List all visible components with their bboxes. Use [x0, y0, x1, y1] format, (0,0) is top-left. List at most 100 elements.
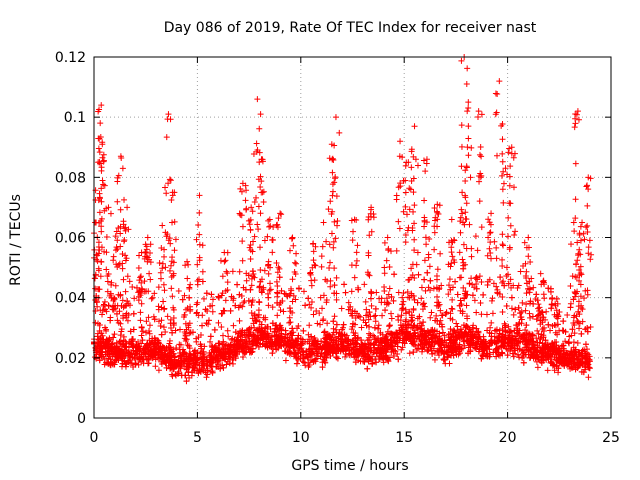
data-point: [141, 288, 148, 295]
data-point: [126, 278, 133, 285]
data-point: [98, 223, 105, 230]
data-point: [222, 356, 229, 363]
data-point: [523, 322, 530, 329]
data-point: [499, 339, 506, 346]
data-point: [250, 268, 257, 275]
data-point: [306, 340, 313, 347]
data-point: [269, 339, 276, 346]
data-point: [104, 278, 111, 285]
data-point: [264, 323, 271, 330]
data-point: [305, 360, 312, 367]
data-point: [581, 354, 588, 361]
data-point: [248, 302, 255, 309]
data-point: [205, 321, 212, 328]
data-point: [170, 270, 177, 277]
data-point: [269, 236, 276, 243]
data-point: [333, 193, 340, 200]
data-point: [473, 325, 480, 332]
data-point: [300, 288, 307, 295]
data-point: [268, 332, 275, 339]
data-point: [449, 306, 456, 313]
data-point: [319, 364, 326, 371]
data-point: [203, 374, 210, 381]
data-point: [367, 288, 374, 295]
data-point: [422, 333, 429, 340]
data-point: [116, 308, 123, 315]
data-point: [574, 356, 581, 363]
data-point: [394, 343, 401, 350]
data-point: [367, 210, 374, 217]
data-point: [187, 281, 194, 288]
data-point: [310, 257, 317, 264]
data-point: [338, 344, 345, 351]
data-point: [172, 372, 179, 379]
data-point: [238, 337, 245, 344]
data-point: [151, 341, 158, 348]
data-point: [251, 233, 258, 240]
data-point: [413, 346, 420, 353]
data-point: [159, 260, 166, 267]
data-point: [410, 175, 417, 182]
data-point: [246, 325, 253, 332]
data-point: [103, 249, 110, 256]
data-point: [414, 324, 421, 331]
data-point: [354, 242, 361, 249]
data-point: [447, 310, 454, 317]
data-point: [308, 333, 315, 340]
data-point: [164, 313, 171, 320]
data-point: [518, 314, 525, 321]
data-point: [307, 269, 314, 276]
data-point: [122, 252, 129, 259]
data-point: [278, 333, 285, 340]
data-point: [200, 351, 207, 358]
data-point: [463, 164, 470, 171]
data-point: [474, 247, 481, 254]
data-point: [267, 223, 274, 230]
data-point: [150, 313, 157, 320]
data-point: [171, 247, 178, 254]
data-point: [287, 319, 294, 326]
data-point: [295, 332, 302, 339]
data-point: [107, 344, 114, 351]
data-point: [266, 223, 273, 230]
data-point: [341, 281, 348, 288]
data-point: [367, 347, 374, 354]
data-point: [428, 309, 435, 316]
data-point: [319, 317, 326, 324]
data-point: [206, 352, 213, 359]
data-point: [112, 282, 119, 289]
data-point: [414, 315, 421, 322]
data-point: [414, 249, 421, 256]
data-point: [353, 257, 360, 264]
data-point: [158, 331, 165, 338]
data-point: [506, 336, 513, 343]
data-point: [394, 313, 401, 320]
data-point: [400, 298, 407, 305]
data-point: [434, 223, 441, 230]
data-point: [199, 242, 206, 249]
data-point: [419, 346, 426, 353]
data-point: [276, 274, 283, 281]
data-point: [523, 280, 530, 287]
data-point: [571, 330, 578, 337]
data-point: [505, 280, 512, 287]
data-point: [219, 332, 226, 339]
data-point: [351, 332, 358, 339]
data-point: [229, 268, 236, 275]
data-point: [527, 346, 534, 353]
data-point: [462, 177, 469, 184]
data-point: [385, 245, 392, 252]
data-point: [124, 317, 131, 324]
data-point: [468, 253, 475, 260]
data-point: [265, 270, 272, 277]
data-point: [463, 200, 470, 207]
data-point: [137, 309, 144, 316]
data-point: [582, 364, 589, 371]
data-point: [269, 249, 276, 256]
data-point: [108, 348, 115, 355]
data-point: [372, 339, 379, 346]
data-point: [468, 144, 475, 151]
data-point: [318, 263, 325, 270]
data-point: [532, 355, 539, 362]
data-point: [390, 297, 397, 304]
